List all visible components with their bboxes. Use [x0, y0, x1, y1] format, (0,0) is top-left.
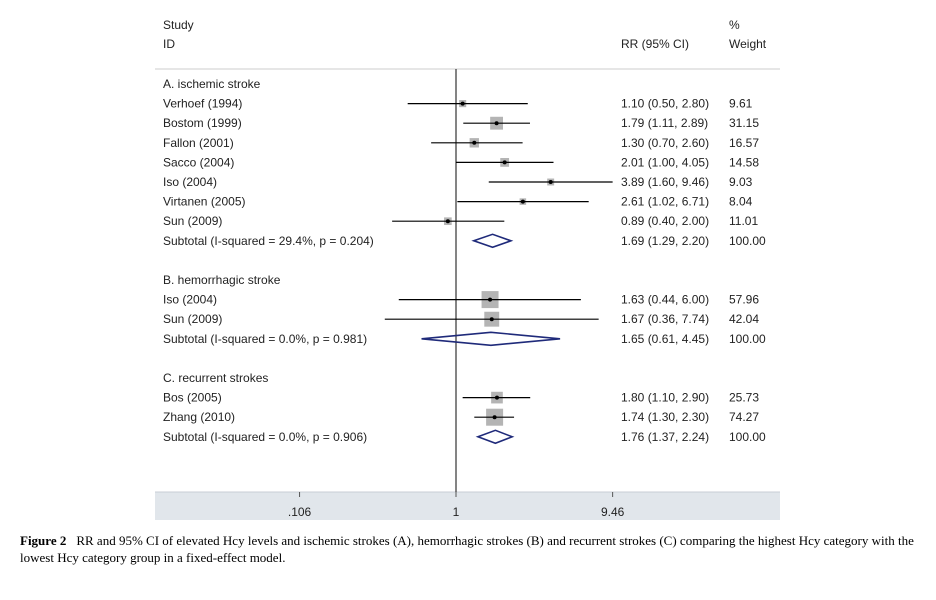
point-estimate: [548, 180, 553, 184]
study-ci: 0.89 (0.40, 2.00): [621, 214, 709, 228]
subtotal-diamond: [475, 429, 515, 445]
subtotal-ci: 1.76 (1.37, 2.24): [621, 430, 709, 444]
point-estimate: [520, 199, 525, 204]
study-name: Verhoef (1994): [163, 97, 242, 111]
subtotal-weight: 100.00: [729, 332, 766, 346]
study-weight: 9.03: [729, 175, 753, 189]
study-ci: 1.79 (1.11, 2.89): [621, 116, 708, 130]
subtotal-label: Subtotal (I-squared = 0.0%, p = 0.981): [163, 332, 367, 346]
study-weight: 31.15: [729, 116, 759, 130]
study-weight: 74.27: [729, 410, 759, 424]
axis-ticks: .106 1 9.46: [288, 492, 625, 519]
study-weight: 9.61: [729, 97, 753, 111]
study-name: Sacco (2004): [163, 155, 234, 169]
study-name: Zhang (2010): [163, 410, 235, 424]
subtotal-weight: 100.00: [729, 234, 766, 248]
point-estimate: [502, 160, 507, 165]
study-ci: 1.67 (0.36, 7.74): [621, 312, 709, 326]
header-weight: Weight: [729, 37, 767, 51]
study-weight: 8.04: [729, 195, 753, 209]
study-name: Fallon (2001): [163, 136, 234, 150]
study-name: Sun (2009): [163, 312, 222, 326]
subtotal-label: Subtotal (I-squared = 29.4%, p = 0.204): [163, 234, 374, 248]
subtotal-label: Subtotal (I-squared = 0.0%, p = 0.906): [163, 430, 367, 444]
study-name: Iso (2004): [163, 293, 217, 307]
study-ci: 3.89 (1.60, 9.46): [621, 175, 709, 189]
study-name: Bostom (1999): [163, 116, 242, 130]
subtotal-diamond: [421, 331, 561, 347]
study-name: Bos (2005): [163, 391, 222, 405]
header-study: Study: [163, 18, 194, 32]
subtotal-diamond: [471, 233, 514, 249]
study-weight: 16.57: [729, 136, 759, 150]
study-ci: 1.74 (1.30, 2.30): [621, 410, 709, 424]
study-weight: 25.73: [729, 391, 759, 405]
header-percent: %: [729, 18, 740, 32]
point-estimate: [472, 140, 477, 145]
axis-tick-label: .106: [288, 505, 312, 519]
study-weight: 42.04: [729, 312, 759, 326]
group-label: A. ischemic stroke: [163, 77, 261, 91]
forest-rows: A. ischemic stroke Verhoef (1994) 1.10 (0.…: [163, 77, 766, 445]
study-weight: 11.01: [729, 214, 758, 228]
subtotal-ci: 1.69 (1.29, 2.20): [621, 234, 709, 248]
study-weight: 57.96: [729, 293, 759, 307]
axis-band: [155, 492, 780, 520]
study-name: Virtanen (2005): [163, 195, 246, 209]
subtotal-weight: 100.00: [729, 430, 766, 444]
caption-label: Figure 2: [20, 533, 67, 548]
point-estimate: [488, 297, 493, 302]
point-estimate: [460, 101, 465, 106]
study-ci: 2.01 (1.00, 4.05): [621, 155, 709, 169]
study-weight: 14.58: [729, 155, 759, 169]
study-ci: 1.63 (0.44, 6.00): [621, 293, 709, 307]
axis-tick-label: 9.46: [601, 505, 625, 519]
figure-caption: Figure 2 RR and 95% CI of elevated Hcy le…: [20, 532, 920, 566]
axis-tick-label: 1: [453, 505, 460, 519]
point-estimate: [445, 219, 450, 224]
caption-text: RR and 95% CI of elevated Hcy levels and…: [20, 533, 914, 565]
study-name: Iso (2004): [163, 175, 217, 189]
group-label: C. recurrent strokes: [163, 371, 268, 385]
study-ci: 1.10 (0.50, 2.80): [621, 97, 709, 111]
point-estimate: [494, 395, 499, 400]
study-ci: 1.30 (0.70, 2.60): [621, 136, 709, 150]
forest-plot: Study ID RR (95% CI) % Weight A. ischemi…: [155, 18, 780, 520]
subtotal-ci: 1.65 (0.61, 4.45): [621, 332, 709, 346]
header-id: ID: [163, 37, 175, 51]
point-estimate: [489, 317, 494, 322]
study-ci: 2.61 (1.02, 6.71): [621, 195, 709, 209]
study-ci: 1.80 (1.10, 2.90): [621, 391, 709, 405]
point-estimate: [494, 121, 499, 126]
point-estimate: [492, 415, 497, 420]
header-rr: RR (95% CI): [621, 37, 689, 51]
group-label: B. hemorrhagic stroke: [163, 273, 281, 287]
study-name: Sun (2009): [163, 214, 222, 228]
